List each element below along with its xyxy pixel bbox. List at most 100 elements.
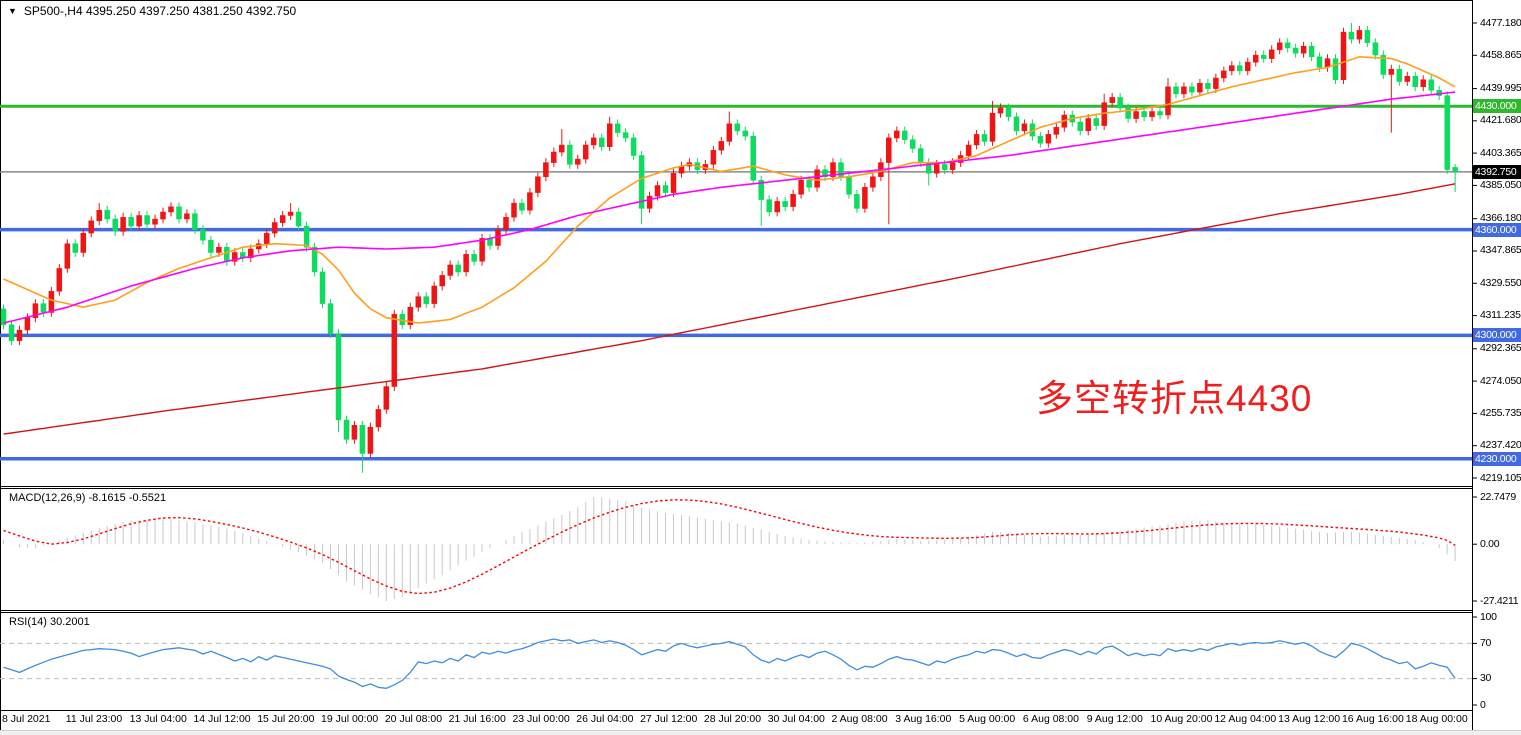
candle-body: [575, 158, 581, 165]
candle-body: [1077, 121, 1084, 132]
candle-body: [1428, 79, 1434, 91]
time-axis-label: 12 Aug 04:00: [1214, 713, 1277, 725]
candle-body: [582, 144, 589, 160]
candle-body: [1380, 54, 1387, 75]
candle-body: [543, 162, 549, 177]
time-axis-label: 15 Jul 20:00: [257, 713, 315, 725]
candle-body: [232, 252, 238, 262]
candle-body: [1284, 42, 1291, 49]
candle-body: [375, 409, 382, 428]
candle-body: [184, 213, 190, 220]
candle-body: [1197, 83, 1203, 93]
candle-body: [1085, 118, 1091, 132]
candle-body: [886, 137, 892, 163]
candle-body: [902, 130, 908, 140]
time-axis-label: 3 Aug 16:00: [895, 713, 952, 725]
candle-body: [263, 232, 270, 244]
candle-body: [56, 268, 63, 292]
candle-body: [1205, 83, 1211, 89]
candle-body: [136, 215, 142, 227]
candle-body: [838, 162, 844, 177]
time-axis-label: 9 Aug 12:00: [1086, 713, 1143, 725]
candle-body: [0, 308, 7, 326]
candle-body: [447, 264, 453, 276]
dropdown-triangle-icon[interactable]: ▼: [8, 6, 17, 16]
ma-fast-orange: [3, 55, 1456, 324]
candle-body: [933, 164, 940, 174]
time-axis-label: 11 Jul 23:00: [65, 713, 123, 725]
candle-body: [503, 217, 509, 230]
candle-body: [32, 303, 39, 318]
candle-body: [638, 155, 645, 209]
candle-body: [519, 202, 525, 211]
candle-body: [1268, 49, 1275, 59]
candle-body: [806, 179, 812, 188]
price-axis-label: 4219.105: [1480, 471, 1521, 484]
candle-body: [351, 425, 358, 440]
candle-body: [774, 201, 780, 213]
candle-body: [965, 144, 972, 156]
price-axis-label: 4385.050: [1480, 178, 1521, 191]
time-axis-label: 8 Jul 2021: [2, 713, 51, 725]
rsi-indicator-label: RSI(14) 30.2001: [9, 616, 90, 628]
candle-body: [80, 232, 87, 253]
candle-body: [1444, 95, 1450, 170]
time-axis-label: 28 Jul 20:00: [703, 713, 762, 725]
candle-body: [88, 220, 94, 234]
candle-body: [1181, 86, 1187, 95]
macd-panel: [3, 497, 1456, 601]
candle-body: [606, 123, 613, 147]
candle-body: [870, 176, 876, 188]
candle-body: [750, 135, 756, 181]
time-axis-label: 6 Aug 08:00: [1022, 713, 1079, 725]
bottom-strip: [0, 731, 1521, 735]
candle-body: [742, 130, 749, 137]
candle-body: [415, 296, 422, 308]
candle-body: [64, 243, 71, 269]
annotation-text[interactable]: 多空转折点4430: [1036, 378, 1313, 419]
macd-axis-label: 22.7479: [1480, 490, 1516, 503]
rsi-panel: [0, 638, 1472, 689]
candle-body: [96, 209, 102, 222]
time-axis-label: 20 Jul 08:00: [384, 713, 443, 725]
candle-body: [646, 195, 653, 209]
candle-body: [1276, 42, 1283, 51]
candle-body: [128, 217, 134, 227]
candle-body: [1053, 127, 1060, 135]
candle-body: [822, 169, 828, 178]
candle-body: [152, 218, 158, 225]
candle-body: [1045, 134, 1052, 144]
candle-body: [343, 419, 350, 440]
time-axis-label: 18 Aug 00:00: [1405, 713, 1468, 725]
time-axis-label: 19 Jul 00:00: [321, 713, 379, 725]
candle-body: [1213, 77, 1219, 89]
candle-body: [1252, 54, 1259, 63]
candle-body: [224, 246, 230, 262]
candle-body: [790, 194, 796, 207]
candle-body: [1005, 107, 1012, 117]
candle-body: [327, 303, 334, 334]
candle-body: [120, 217, 126, 232]
candle-body: [1133, 111, 1139, 119]
candle-body: [1117, 97, 1123, 109]
price-axis-label: 4458.865: [1480, 48, 1521, 61]
candle-body: [1332, 58, 1339, 81]
candle-body: [192, 213, 198, 230]
candle-body: [1021, 123, 1028, 132]
candle-body: [1229, 65, 1235, 72]
candle-body: [8, 324, 15, 341]
rsi-axis-label: 0: [1480, 698, 1486, 711]
axis-ticks: [1472, 22, 1477, 706]
candle-body: [287, 211, 294, 216]
candle-body: [16, 329, 23, 341]
time-axis-label: 26 Jul 04:00: [576, 713, 634, 725]
candle-body: [590, 137, 597, 146]
ma-mid-magenta-group: [3, 91, 1456, 324]
time-axis-label: 10 Aug 20:00: [1150, 713, 1213, 725]
candle-body: [479, 238, 485, 262]
candle-body: [798, 179, 804, 195]
candle-body: [1340, 31, 1347, 80]
candle-body: [567, 144, 573, 165]
candle-body: [1013, 116, 1020, 132]
